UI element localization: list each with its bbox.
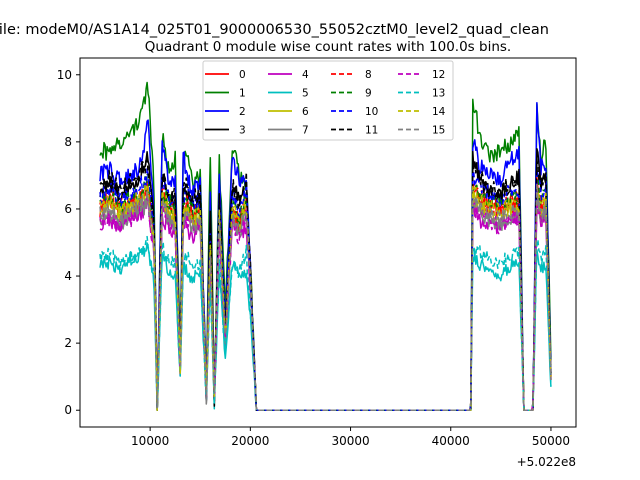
x-tick-label: 10000 <box>131 434 169 448</box>
legend-label-4: 4 <box>302 69 309 81</box>
legend-label-15: 15 <box>432 125 445 137</box>
x-axis-ticks: 10000 20000 30000 40000 50000 <box>131 427 570 448</box>
plot-area <box>79 57 577 428</box>
legend-label-2: 2 <box>239 106 246 118</box>
y-axis-ticks: 0 2 4 6 8 10 <box>57 68 80 417</box>
legend-label-0: 0 <box>239 69 246 81</box>
y-tick-label: 6 <box>64 202 72 216</box>
y-tick-label: 2 <box>64 336 72 350</box>
legend-label-8: 8 <box>365 69 372 81</box>
legend-box <box>202 60 454 141</box>
series-line-15 <box>99 183 552 411</box>
x-tick-label: 30000 <box>331 434 369 448</box>
axes-frame <box>79 57 577 428</box>
legend-label-14: 14 <box>432 106 446 118</box>
legend-label-13: 13 <box>432 88 445 100</box>
figure-suptitle: n file: modeM0/AS1A14_025T01_9000006530_… <box>0 22 549 38</box>
y-tick-label: 10 <box>57 68 72 82</box>
legend-label-10: 10 <box>365 106 378 118</box>
legend-label-11: 11 <box>365 125 378 137</box>
x-tick-label: 40000 <box>432 434 470 448</box>
legend-label-9: 9 <box>365 88 372 100</box>
legend-label-5: 5 <box>302 88 309 100</box>
legend-label-1: 1 <box>239 88 246 100</box>
legend-label-7: 7 <box>302 125 309 137</box>
legend-label-3: 3 <box>239 125 246 137</box>
x-tick-label: 20000 <box>231 434 269 448</box>
x-offset-label: +5.022e8 <box>517 455 576 469</box>
y-tick-label: 4 <box>64 269 72 283</box>
x-tick-label: 50000 <box>532 434 570 448</box>
legend-label-6: 6 <box>302 106 309 118</box>
y-tick-label: 0 <box>64 403 72 417</box>
chart-title: Quadrant 0 module wise count rates with … <box>145 39 511 55</box>
legend-label-12: 12 <box>432 69 445 81</box>
y-tick-label: 8 <box>64 135 72 149</box>
series-layer <box>99 81 552 411</box>
